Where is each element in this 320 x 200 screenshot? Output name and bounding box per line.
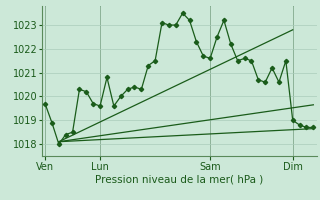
X-axis label: Pression niveau de la mer( hPa ): Pression niveau de la mer( hPa ) [95,174,263,184]
